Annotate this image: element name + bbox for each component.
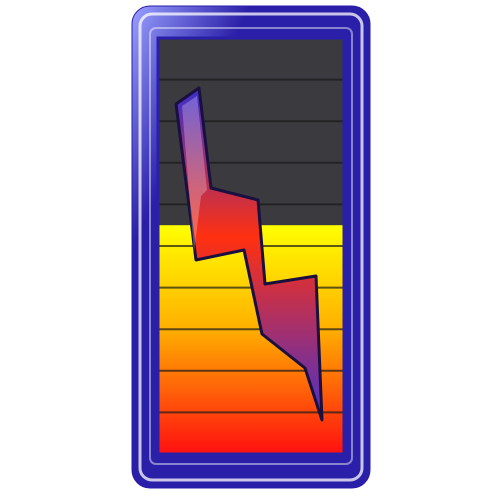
power-level-icon bbox=[0, 0, 500, 500]
icon-canvas bbox=[0, 0, 500, 500]
